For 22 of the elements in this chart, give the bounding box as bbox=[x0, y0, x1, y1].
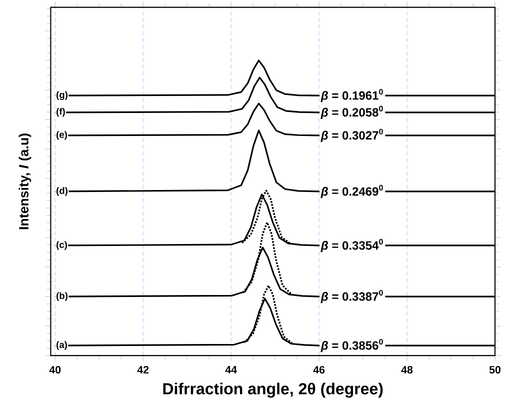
x-tick-label: 50 bbox=[489, 366, 500, 374]
x-tick-label: 48 bbox=[401, 366, 413, 374]
series-label: (b) bbox=[56, 292, 68, 301]
series-label: (d) bbox=[56, 187, 68, 196]
annotation: β = 0.3856$^{0}$ bbox=[320, 338, 383, 352]
series-label: (c) bbox=[56, 241, 67, 250]
x-axis-title: Difrraction angle, 2θ (degree) bbox=[163, 382, 383, 398]
series-label: (e) bbox=[56, 130, 67, 140]
annotation: β = 0.2469$^{0}$ bbox=[320, 184, 383, 198]
annotation: β = 0.2058$^{0}$ bbox=[320, 106, 383, 119]
x-tick-label: 40 bbox=[49, 366, 61, 374]
series-label: (g) bbox=[56, 91, 68, 100]
y-axis-title: Intensity, I (a.u) bbox=[18, 133, 32, 229]
series-label: (f) bbox=[56, 108, 65, 117]
x-tick-label: 42 bbox=[137, 366, 149, 374]
x-tick-label: 46 bbox=[313, 366, 325, 374]
series-label: (a) bbox=[56, 341, 67, 350]
x-tick-label: 44 bbox=[225, 366, 237, 374]
annotation: β = 0.3027$^{0}$ bbox=[320, 128, 383, 142]
annotation: β = 0.3354$^{0}$ bbox=[320, 238, 383, 252]
annotation: β = 0.1961$^{0}$ bbox=[320, 88, 383, 102]
annotation: β = 0.3387$^{0}$ bbox=[320, 290, 383, 304]
